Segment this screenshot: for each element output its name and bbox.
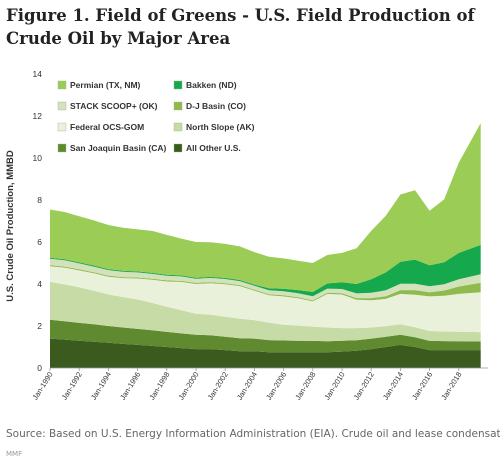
area-series-1	[50, 319, 481, 353]
area-series-2	[50, 281, 481, 342]
y-tick-label: 4	[37, 279, 42, 289]
chart-title: Figure 1. Field of Greens - U.S. Field P…	[6, 6, 475, 48]
x-tick-label: Jan-1992	[60, 370, 84, 401]
y-tick-label: 10	[33, 153, 43, 163]
y-tick-label: 8	[37, 195, 42, 205]
area-series-4	[50, 265, 481, 302]
x-axis: Jan-1990 Jan-1992 Jan-1994 Jan-1996 Jan-1998…	[30, 367, 488, 402]
area-series-5	[50, 258, 481, 301]
legend-swatch	[173, 143, 183, 153]
source-note: Source: Based on U.S. Energy Information…	[6, 428, 500, 440]
y-axis-label: U.S. Crude Oil Production, MMBD	[5, 150, 16, 302]
x-tick-label: Jan-2014	[381, 370, 405, 401]
legend-swatch	[173, 80, 183, 90]
x-tick-label: Jan-1998	[147, 370, 171, 401]
legend-swatch	[57, 80, 67, 90]
area-series-0	[50, 338, 481, 368]
legend-label: San Joaquin Basin (CA)	[70, 143, 167, 153]
legend-swatch	[57, 122, 67, 132]
y-tick-label: 14	[33, 69, 43, 79]
y-tick-label: 0	[37, 363, 42, 373]
legend-label: Permian (TX, NM)	[70, 80, 141, 90]
legend-label: Federal OCS-GOM	[70, 122, 144, 132]
x-tick-label: Jan-2000	[176, 370, 200, 401]
legend-label: All Other U.S.	[186, 143, 241, 153]
x-tick-label: Jan-1996	[118, 370, 142, 401]
legend-label: North Slope (AK)	[186, 122, 255, 132]
area-series-7	[50, 123, 481, 292]
x-tick-label: Jan-1994	[89, 370, 113, 401]
x-tick-label: Jan-2016	[410, 370, 434, 401]
x-tick-label: Jan-2010	[322, 370, 346, 401]
area-layers	[50, 123, 481, 368]
area-series-3	[50, 266, 481, 333]
legend-swatch	[173, 101, 183, 111]
y-axis: 0 2 4 6 8 10 12 14	[33, 69, 43, 373]
x-tick-label: Jan-2008	[293, 370, 317, 401]
y-tick-label: 6	[37, 237, 42, 247]
x-tick-label: Jan-2018	[439, 370, 463, 401]
x-tick-label: Jan-2002	[206, 370, 230, 401]
y-tick-label: 2	[37, 321, 42, 331]
legend-swatch	[57, 143, 67, 153]
watermark: MMF	[6, 450, 23, 458]
legend-swatch	[57, 101, 67, 111]
legend-label: STACK SCOOP+ (OK)	[70, 101, 158, 111]
legend-swatch	[173, 122, 183, 132]
legend-label: D-J Basin (CO)	[186, 101, 246, 111]
y-tick-label: 12	[33, 111, 43, 121]
x-tick-label: Jan-1990	[30, 370, 54, 401]
area-series-6	[50, 244, 481, 297]
x-tick-label: Jan-2006	[264, 370, 288, 401]
x-tick-label: Jan-2004	[235, 370, 259, 401]
x-tick-label: Jan-2012	[352, 370, 376, 401]
legend: Permian (TX, NM) Bakken (ND) STACK SCOOP+ …	[57, 80, 255, 153]
legend-label: Bakken (ND)	[186, 80, 237, 90]
